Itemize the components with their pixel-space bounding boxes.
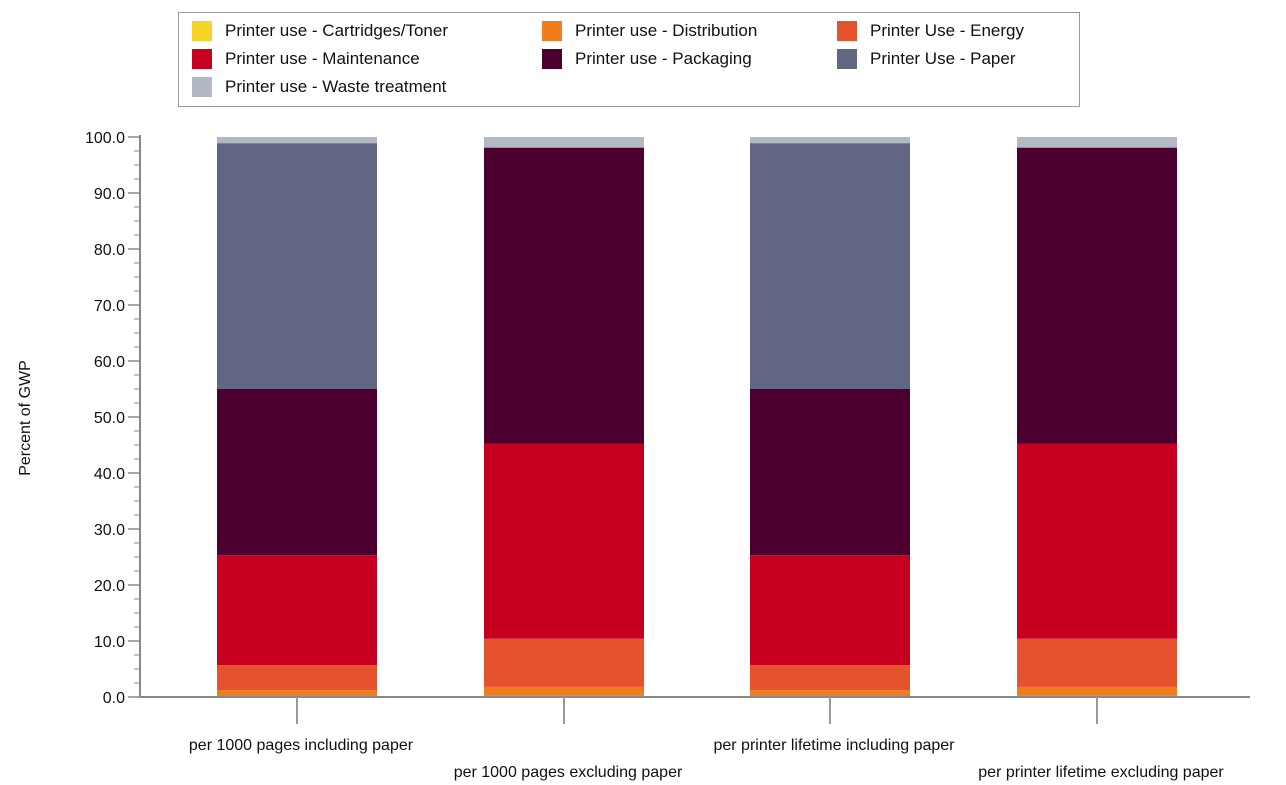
- x-tick-label: per 1000 pages including paper: [189, 737, 414, 754]
- y-tick-label: 0.0: [103, 690, 125, 707]
- bar-segment-2-4: [484, 443, 644, 639]
- bar-segment-4-2: [1017, 686, 1177, 696]
- legend-label-distribution: Printer use - Distribution: [575, 21, 758, 40]
- y-tick-label: 70.0: [94, 298, 125, 315]
- bar-segment-2-7: [484, 137, 644, 148]
- y-tick-label: 90.0: [94, 186, 125, 203]
- legend-item-packaging: Printer use - Packaging: [542, 48, 752, 70]
- bar-segment-3-6: [750, 143, 910, 389]
- legend-label-cartridges-toner: Printer use - Cartridges/Toner: [225, 21, 448, 40]
- bar-segment-1-4: [217, 555, 377, 666]
- bar-segment-2-5: [484, 147, 644, 444]
- legend-label-paper: Printer Use - Paper: [870, 49, 1016, 68]
- y-tick-label: 10.0: [94, 634, 125, 651]
- legend-swatch-waste-treatment: [192, 77, 212, 97]
- legend-label-packaging: Printer use - Packaging: [575, 49, 752, 68]
- legend-swatch-packaging: [542, 49, 562, 69]
- legend-label-energy: Printer Use - Energy: [870, 21, 1024, 40]
- legend-item-energy: Printer Use - Energy: [837, 20, 1024, 42]
- legend-swatch-cartridges-toner: [192, 21, 212, 41]
- chart-legend: Printer use - Cartridges/Toner Printer u…: [178, 12, 1080, 107]
- y-tick-label: 40.0: [94, 466, 125, 483]
- legend-item-cartridges-toner: Printer use - Cartridges/Toner: [192, 20, 448, 42]
- y-tick-label: 60.0: [94, 354, 125, 371]
- bar-segment-3-7: [750, 137, 910, 144]
- y-axis-label: Percent of GWP: [17, 360, 34, 476]
- bar-segment-2-3: [484, 638, 644, 687]
- legend-swatch-paper: [837, 49, 857, 69]
- legend-swatch-distribution: [542, 21, 562, 41]
- bar-segment-3-5: [750, 389, 910, 556]
- legend-item-maintenance: Printer use - Maintenance: [192, 48, 420, 70]
- bar-segment-3-3: [750, 665, 910, 691]
- bar-segment-1-6: [217, 143, 377, 389]
- axis-layer: 0.0 10.0 20.0 30.0 40.0 50.0 60.0 70.0 80.0 90.0 1…: [85, 130, 1250, 781]
- bar-segment-1-5: [217, 389, 377, 556]
- y-tick-label: 20.0: [94, 578, 125, 595]
- bar-segment-4-3: [1017, 638, 1177, 687]
- bars-layer: [217, 137, 1177, 697]
- legend-item-distribution: Printer use - Distribution: [542, 20, 757, 42]
- legend-item-waste-treatment: Printer use - Waste treatment: [192, 76, 446, 98]
- bar-segment-1-3: [217, 665, 377, 691]
- bar-segment-2-2: [484, 686, 644, 696]
- bar-segment-1-7: [217, 137, 377, 144]
- y-tick-label: 30.0: [94, 522, 125, 539]
- bar-segment-4-7: [1017, 137, 1177, 148]
- bar-segment-1-2: [217, 690, 377, 697]
- legend-item-paper: Printer Use - Paper: [837, 48, 1016, 70]
- y-tick-label: 100.0: [85, 130, 125, 147]
- bar-segment-3-2: [750, 690, 910, 697]
- legend-swatch-maintenance: [192, 49, 212, 69]
- legend-label-waste-treatment: Printer use - Waste treatment: [225, 77, 447, 96]
- bar-segment-4-5: [1017, 147, 1177, 444]
- x-tick-label: per 1000 pages excluding paper: [454, 764, 683, 781]
- legend-label-maintenance: Printer use - Maintenance: [225, 49, 420, 68]
- y-tick-label: 50.0: [94, 410, 125, 427]
- bar-segment-3-4: [750, 555, 910, 666]
- x-tick-label: per printer lifetime excluding paper: [978, 764, 1224, 781]
- y-tick-label: 80.0: [94, 242, 125, 259]
- bar-segment-4-4: [1017, 443, 1177, 639]
- legend-swatch-energy: [837, 21, 857, 41]
- x-tick-label: per printer lifetime including paper: [713, 737, 955, 754]
